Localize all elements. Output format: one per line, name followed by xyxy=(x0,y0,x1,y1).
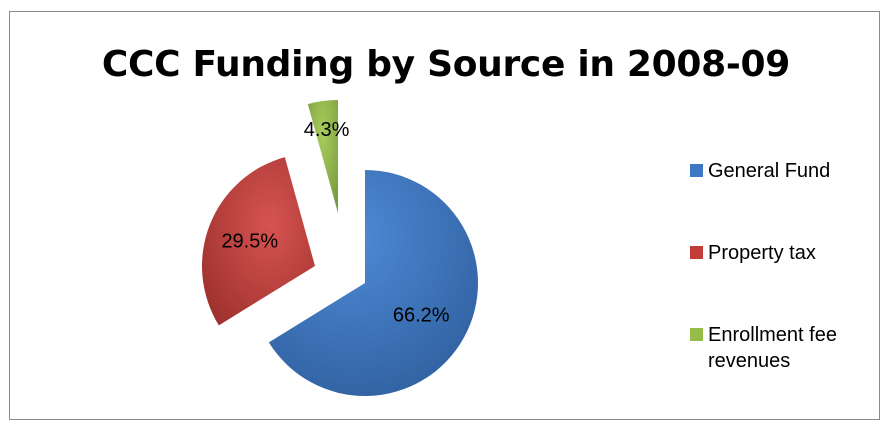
legend-label-general-fund: General Fund xyxy=(708,160,831,182)
legend-label-enrollment-fee: Enrollment fee revenues xyxy=(708,324,837,372)
legend-item-enrollment-fee: Enrollment fee revenues xyxy=(690,322,838,374)
data-label-property-tax: 29.5% xyxy=(221,230,278,252)
data-label-enrollment-fee: 4.3% xyxy=(304,119,350,141)
legend-label-property-tax: Property tax xyxy=(708,242,816,264)
legend-item-property-tax: Property tax xyxy=(690,240,868,266)
legend-item-general-fund: General Fund xyxy=(690,158,868,184)
legend-swatch-enrollment-fee xyxy=(690,328,703,341)
slice-enrollment-fee xyxy=(307,100,338,213)
slice-property-tax xyxy=(202,157,315,326)
data-label-general-fund: 66.2% xyxy=(393,304,450,326)
chart-title: CCC Funding by Source in 2008-09 xyxy=(101,44,791,85)
legend-swatch-property-tax xyxy=(690,246,703,259)
slice-general-fund xyxy=(268,170,479,397)
legend-swatch-general-fund xyxy=(690,164,703,177)
